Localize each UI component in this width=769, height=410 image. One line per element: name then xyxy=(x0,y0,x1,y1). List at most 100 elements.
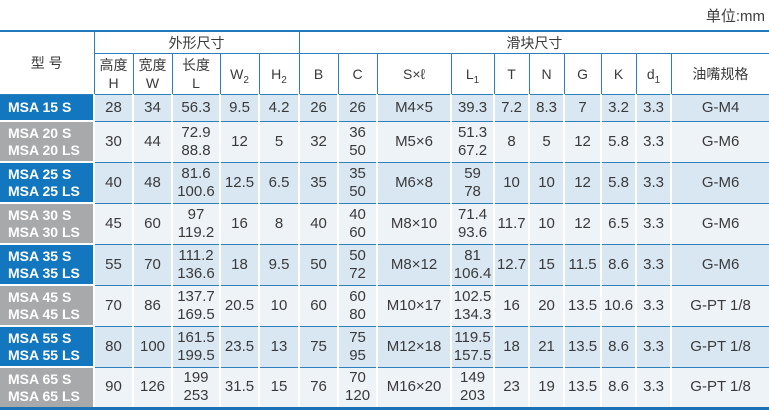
table-row: MSA 30 S MSA 30 LS 45 60 97 119.2 16 8 40 40 60 M8×… xyxy=(0,202,769,244)
cell-d1: 3.3 xyxy=(635,94,672,121)
model-label: MSA 30 S MSA 30 LS xyxy=(0,202,94,244)
cell-B: 35 xyxy=(298,161,339,203)
cell-grease: G-M6 xyxy=(670,202,769,244)
cell-value: M16×20 xyxy=(386,378,442,396)
cell-N: 8.3 xyxy=(528,94,565,121)
cell-value: 199.5 xyxy=(177,346,215,364)
cell-H2: 5 xyxy=(257,120,300,162)
spec-table: 型 号 外形尺寸 滑块尺寸 高度 H 宽度 W 长度 L W2 H2 B C S×ℓ … xyxy=(0,30,769,410)
cell-value: 88.8 xyxy=(181,141,211,159)
cell-L1: 51.3 67.2 xyxy=(450,120,495,162)
cell-value: 28 xyxy=(105,98,122,116)
cell-value: 20.5 xyxy=(224,296,255,314)
cell-value: 137.7 xyxy=(177,287,215,305)
cell-value: 8.6 xyxy=(608,255,629,273)
cell-C: 35 50 xyxy=(337,161,378,203)
model-name: MSA 15 S xyxy=(8,99,72,115)
cell-value: 81.6 xyxy=(181,164,211,182)
cell-value: 157.5 xyxy=(453,346,492,364)
table-row: MSA 45 S MSA 45 LS 70 86 137.7 169.5 20.5 10 60 6… xyxy=(0,284,769,326)
cell-value: 199 xyxy=(183,369,209,387)
cell-value: 93.6 xyxy=(457,223,488,241)
cell-value: 169.5 xyxy=(177,305,215,323)
cell-value: 40 xyxy=(105,173,122,191)
cell-grease: G-PT 1/8 xyxy=(670,325,769,367)
cell-value: M8×12 xyxy=(390,255,438,273)
cell-H: 40 xyxy=(93,161,133,203)
cell-K: 8.6 xyxy=(600,243,637,285)
cell-L: 97 119.2 xyxy=(171,202,220,244)
cell-W: 126 xyxy=(132,366,172,409)
cell-G: 11.5 xyxy=(563,243,602,285)
cell-value: 19 xyxy=(538,378,555,396)
cell-B: 76 xyxy=(298,366,339,409)
cell-value: 4.2 xyxy=(268,98,290,116)
cell-L: 199 253 xyxy=(171,366,220,409)
cell-grease: G-M6 xyxy=(670,120,769,162)
cell-B: 40 xyxy=(298,202,339,244)
cell-value: 15 xyxy=(538,255,555,273)
cell-C: 40 60 xyxy=(337,202,378,244)
cell-value: 203 xyxy=(460,387,486,405)
cell-value: 6.5 xyxy=(268,173,290,191)
cell-value: 70 xyxy=(144,255,161,273)
cell-value: 134.3 xyxy=(453,305,492,323)
cell-value: 50 xyxy=(310,255,327,273)
cell-T: 11.7 xyxy=(493,202,530,244)
cell-d1: 3.3 xyxy=(635,161,672,203)
col-header-B: B xyxy=(298,53,339,95)
cell-value: 60 xyxy=(144,214,161,232)
cell-value: 16 xyxy=(503,296,520,314)
cell-W2: 16 xyxy=(219,202,259,244)
cell-value: 13.5 xyxy=(567,378,598,396)
cell-value: 10 xyxy=(538,173,555,191)
cell-Sxl: M6×8 xyxy=(376,161,452,203)
cell-grease: G-PT 1/8 xyxy=(670,366,769,409)
model-name: MSA 30 LS xyxy=(8,223,80,240)
cell-value: 9.5 xyxy=(268,255,290,273)
cell-value: 72.9 xyxy=(181,123,211,141)
cell-W: 34 xyxy=(132,94,172,121)
model-label: MSA 15 S xyxy=(0,94,94,121)
cell-value: 97 xyxy=(187,205,205,223)
model-name: MSA 20 LS xyxy=(8,141,80,158)
cell-N: 21 xyxy=(528,325,565,367)
model-name: MSA 20 S xyxy=(8,124,72,141)
cell-d1: 3.3 xyxy=(635,366,672,409)
cell-L1: 81 106.4 xyxy=(450,243,495,285)
cell-L1: 149 203 xyxy=(450,366,495,409)
cell-K: 6.5 xyxy=(600,202,637,244)
cell-value: 39.3 xyxy=(457,98,488,116)
cell-K: 8.6 xyxy=(600,366,637,409)
cell-value: G-M4 xyxy=(701,98,740,116)
model-name: MSA 35 S xyxy=(8,247,72,264)
cell-H: 80 xyxy=(93,325,133,367)
cell-T: 18 xyxy=(493,325,530,367)
cell-value: 75 xyxy=(310,337,327,355)
cell-value: 35 xyxy=(310,173,327,191)
cell-H2: 8 xyxy=(257,202,300,244)
table-row: MSA 65 S MSA 65 LS 90 126 199 253 31.5 15 76 70 12… xyxy=(0,366,769,409)
cell-value: 71.4 xyxy=(457,205,488,223)
cell-W: 60 xyxy=(132,202,172,244)
cell-value: 78 xyxy=(464,182,481,200)
cell-G: 7 xyxy=(563,94,602,121)
cell-G: 12 xyxy=(563,120,602,162)
cell-C: 75 95 xyxy=(337,325,378,367)
cell-value: 23.5 xyxy=(224,337,255,355)
cell-value: 3.3 xyxy=(643,296,664,314)
model-label: MSA 35 S MSA 35 LS xyxy=(0,243,94,285)
cell-value: M12×18 xyxy=(386,337,442,355)
cell-W: 70 xyxy=(132,243,172,285)
cell-d1: 3.3 xyxy=(635,284,672,326)
cell-value: 59 xyxy=(464,164,481,182)
cell-L: 111.2 136.6 xyxy=(171,243,220,285)
col-header-N: N xyxy=(528,53,565,95)
cell-value: 81 xyxy=(464,246,481,264)
cell-value: 12 xyxy=(574,173,591,191)
cell-value: 90 xyxy=(105,378,122,396)
cell-d1: 3.3 xyxy=(635,325,672,367)
cell-value: 67.2 xyxy=(457,141,488,159)
cell-value: 9.5 xyxy=(229,98,250,116)
cell-value: 95 xyxy=(349,346,366,364)
